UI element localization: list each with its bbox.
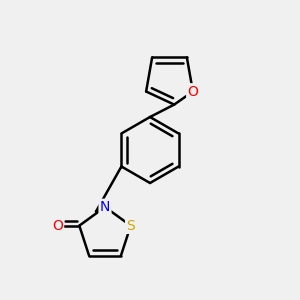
Text: N: N (100, 200, 110, 214)
Text: O: O (52, 219, 63, 233)
Text: S: S (126, 219, 135, 233)
Text: O: O (188, 85, 198, 98)
